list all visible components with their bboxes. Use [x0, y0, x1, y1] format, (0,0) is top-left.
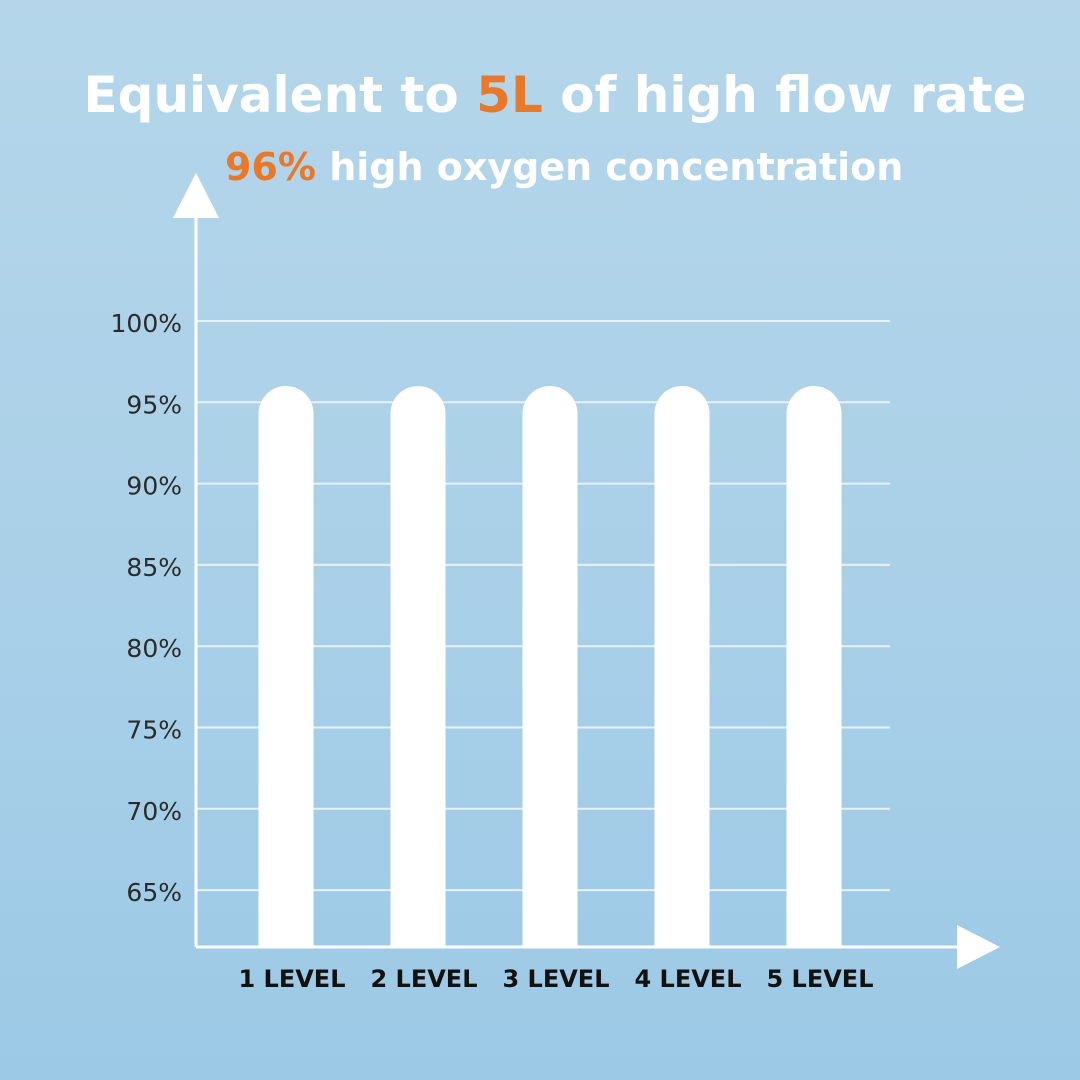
subtitle-suffix: high oxygen concentration [315, 145, 904, 189]
chart-subtitle: 96% high oxygen concentration [225, 140, 903, 194]
y-tick-label: 80% [126, 634, 182, 663]
bars [258, 386, 842, 948]
y-tick-labels: 100% 95% 90% 85% 80% 75% 70% 65% [111, 309, 182, 907]
x-tick-label: 2 LEVEL [370, 965, 477, 993]
x-axis-arrow-icon [957, 925, 1000, 969]
chart-title: Equivalent to 5L of high flow rate [0, 60, 1080, 130]
x-tick-label: 3 LEVEL [502, 965, 609, 993]
y-tick-label: 90% [126, 472, 182, 501]
x-tick-label: 4 LEVEL [634, 965, 741, 993]
title-suffix: of high flow rate [542, 66, 1027, 124]
bar [786, 386, 842, 948]
y-tick-label: 95% [126, 390, 182, 419]
y-tick-label: 100% [111, 309, 182, 338]
x-tick-labels: 1 LEVEL 2 LEVEL 3 LEVEL 4 LEVEL 5 LEVEL [238, 965, 873, 993]
axes [173, 173, 1000, 969]
bar [390, 386, 446, 948]
title-highlight: 5L [476, 66, 543, 124]
bar [258, 386, 314, 948]
y-axis-arrow-icon [173, 173, 219, 218]
bar [522, 386, 578, 948]
y-tick-label: 85% [126, 553, 182, 582]
subtitle-highlight: 96% [225, 145, 316, 189]
bar [654, 386, 710, 948]
x-tick-label: 5 LEVEL [766, 965, 873, 993]
y-tick-label: 65% [126, 878, 182, 907]
y-tick-label: 75% [126, 715, 182, 744]
x-tick-label: 1 LEVEL [238, 965, 345, 993]
title-prefix: Equivalent to [83, 66, 477, 124]
y-tick-label: 70% [126, 797, 182, 826]
